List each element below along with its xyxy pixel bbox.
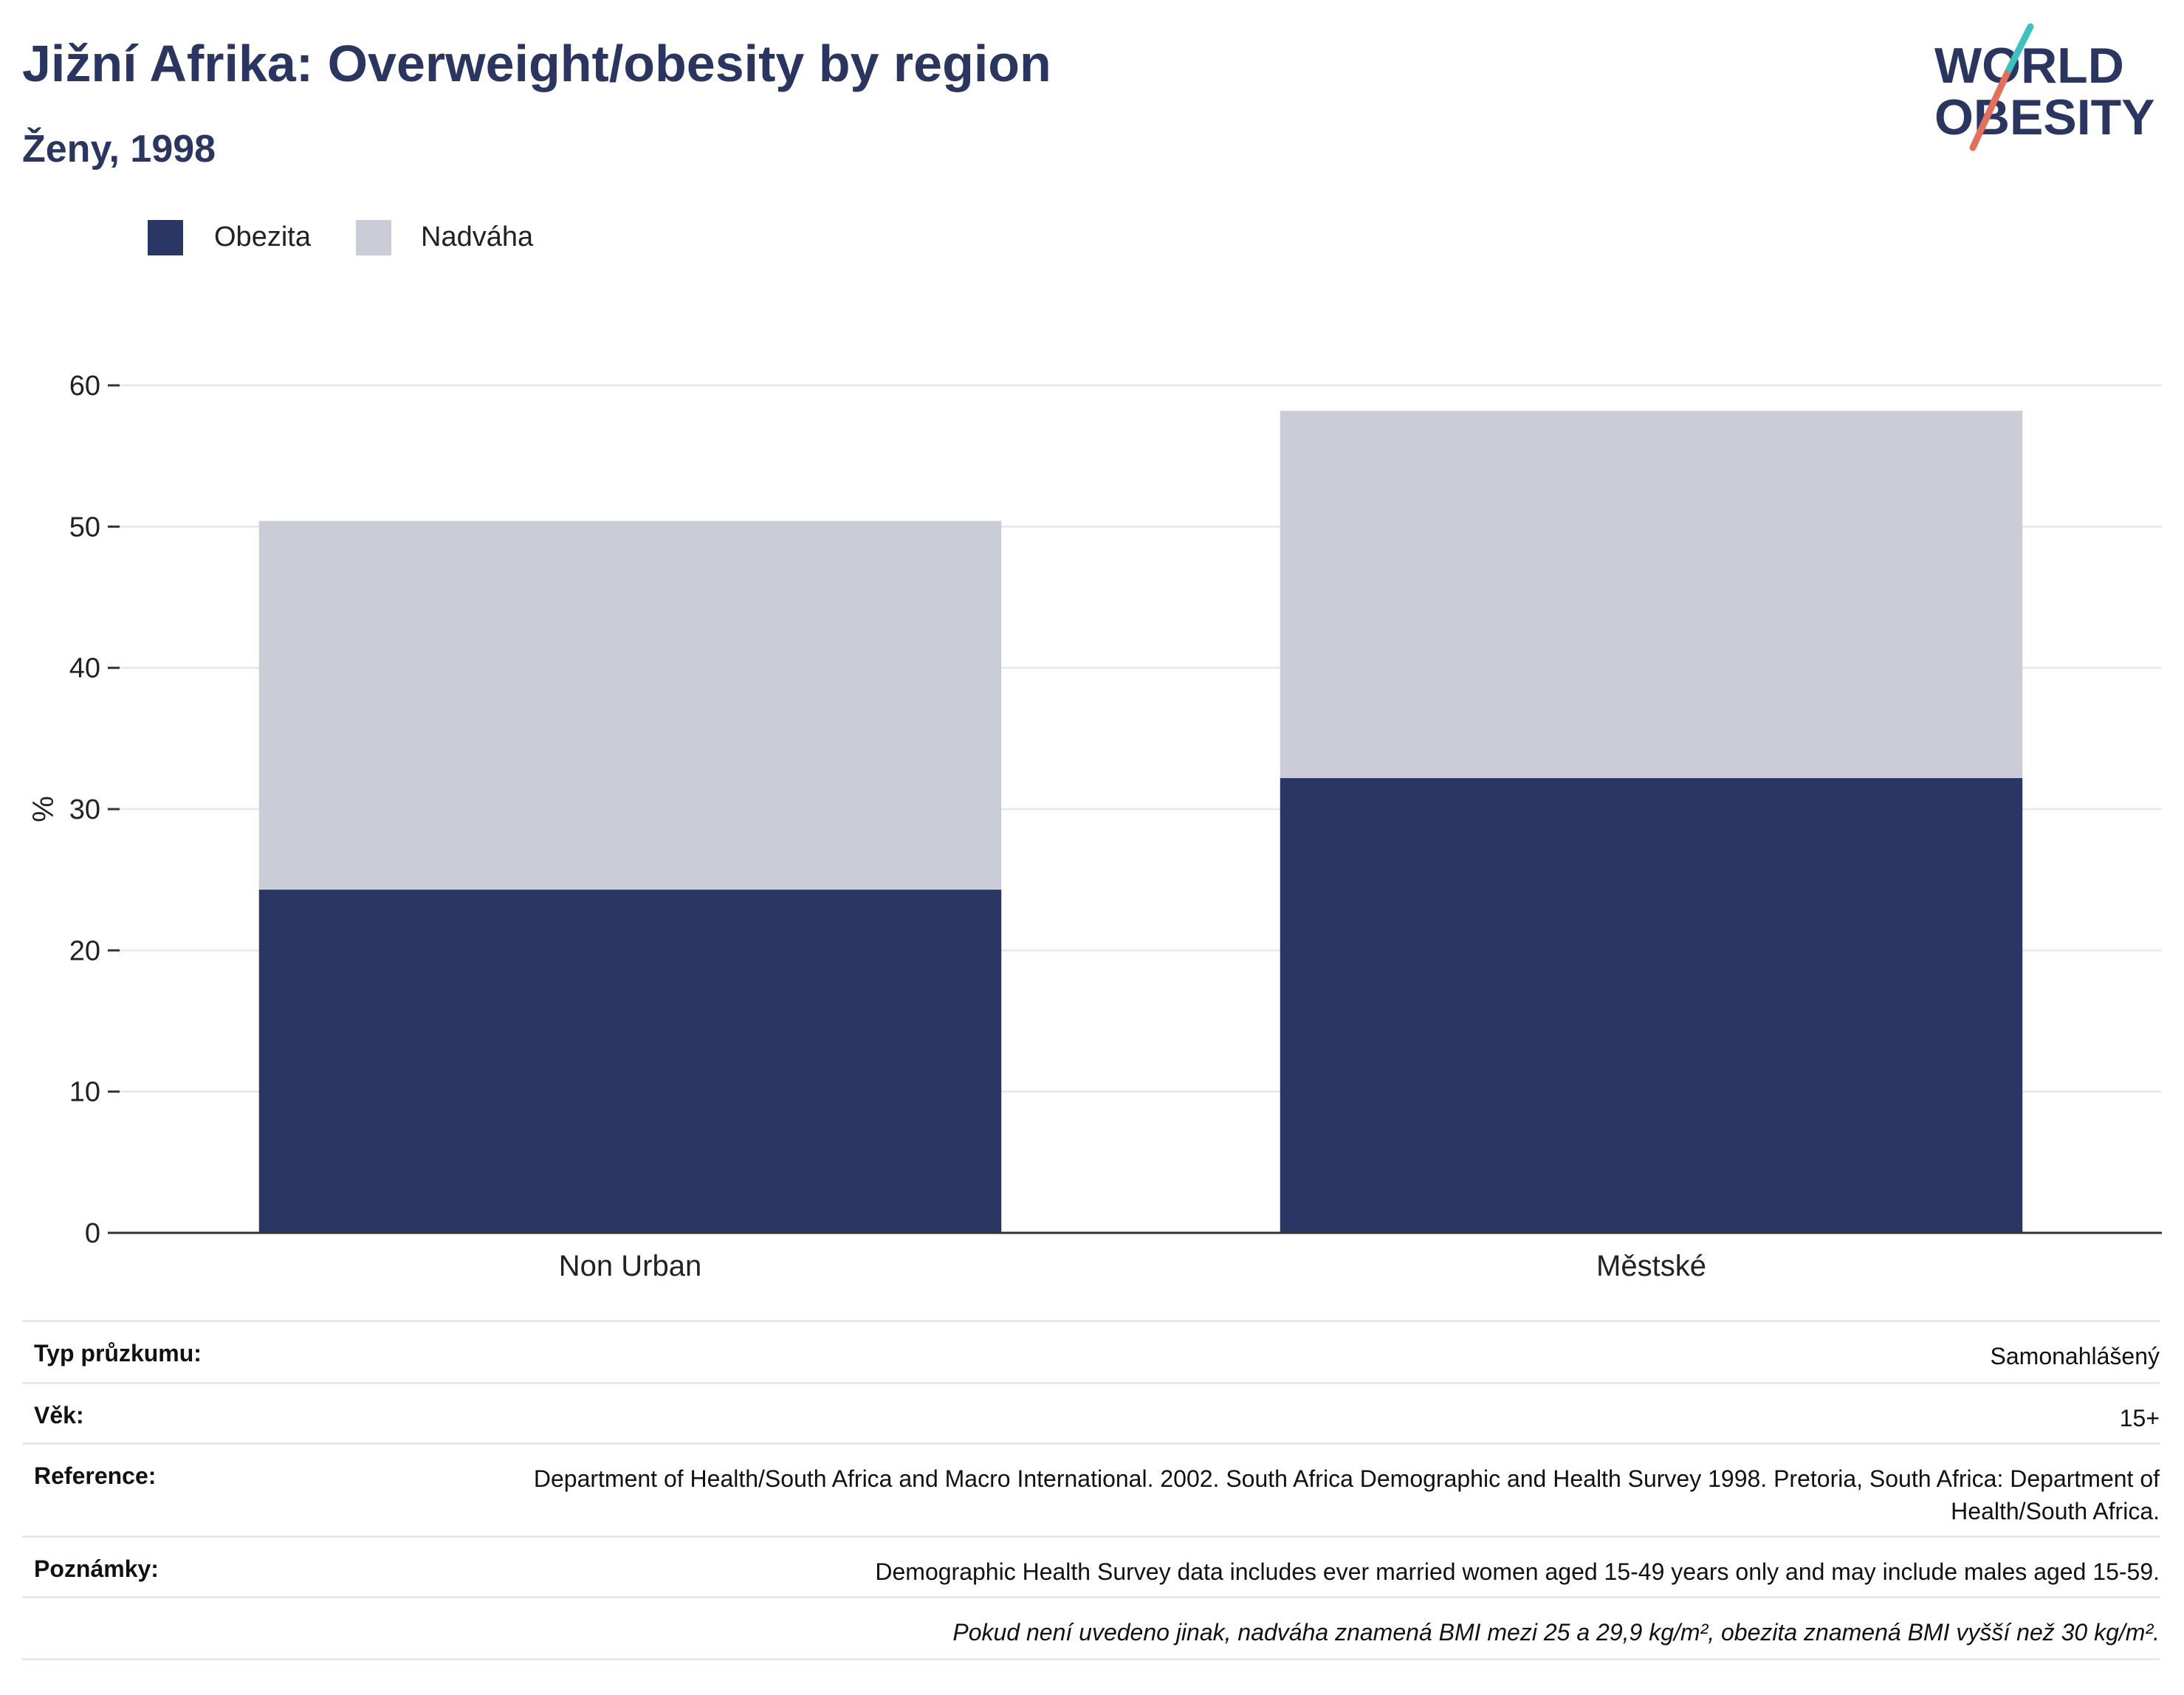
survey-info-table: Typ průzkumu: Samonahlášený Věk: 15+ Ref… (22, 1320, 2160, 1660)
x-tick-label: Městské (1596, 1250, 1706, 1282)
table-bottom-border (22, 1658, 2160, 1660)
page-title: Jižní Afrika: Overweight/obesity by regi… (22, 35, 1051, 92)
y-tick-label: 10 (69, 1077, 100, 1108)
x-tick-label: Non Urban (559, 1250, 701, 1282)
bar-chart: 0 10 20 30 40 50 60% Non Urban Městské (27, 371, 2162, 1282)
meta-value: Demographic Health Survey data includes … (875, 1558, 2160, 1585)
meta-row-footnote: Pokud není uvedeno jinak, nadváha znamen… (22, 1596, 2160, 1658)
bar-overweight (258, 520, 1002, 890)
y-axis-label: % (27, 796, 60, 822)
y-tick-label: 60 (69, 371, 100, 402)
meta-value: 15+ (2119, 1405, 2160, 1431)
legend-label-obesity: Obezita (214, 221, 311, 252)
meta-value: Samonahlášený (1990, 1343, 2160, 1369)
world-obesity-logo: WORLD OBESITY (1934, 23, 2155, 151)
legend-label-overweight: Nadváha (421, 221, 534, 252)
footnote: Pokud není uvedeno jinak, nadváha znamen… (952, 1619, 2160, 1646)
page-subtitle: Ženy, 1998 (22, 128, 216, 171)
y-tick-label: 0 (85, 1218, 100, 1249)
bar-overweight (1280, 410, 2023, 778)
meta-value: Department of Health/South Africa and Ma… (533, 1465, 2160, 1524)
y-tick-label: 40 (69, 653, 100, 684)
meta-key: Věk: (34, 1402, 84, 1428)
meta-row-notes: Poznámky: Demographic Health Survey data… (22, 1536, 2160, 1596)
meta-row-age: Věk: 15+ (22, 1382, 2160, 1443)
logo-line1: WORLD (1934, 38, 2124, 94)
meta-key: Typ průzkumu: (34, 1340, 202, 1366)
meta-row-reference: Reference: Department of Health/South Af… (22, 1443, 2160, 1536)
y-tick-label: 50 (69, 512, 100, 543)
meta-row-survey-type: Typ průzkumu: Samonahlášený (22, 1320, 2160, 1382)
y-tick-label: 20 (69, 935, 100, 966)
legend-swatch-overweight (356, 220, 391, 255)
bar-obesity (1280, 777, 2023, 1233)
logo-stroke-coral (1969, 70, 2010, 151)
bar-obesity (258, 890, 1002, 1233)
legend-swatch-obesity (148, 220, 183, 255)
y-tick-label: 30 (69, 794, 100, 825)
logo-stroke-teal (2003, 23, 2034, 78)
meta-key: Poznámky: (34, 1555, 159, 1582)
meta-key: Reference: (34, 1462, 157, 1489)
logo-line2: OBESITY (1934, 89, 2155, 145)
